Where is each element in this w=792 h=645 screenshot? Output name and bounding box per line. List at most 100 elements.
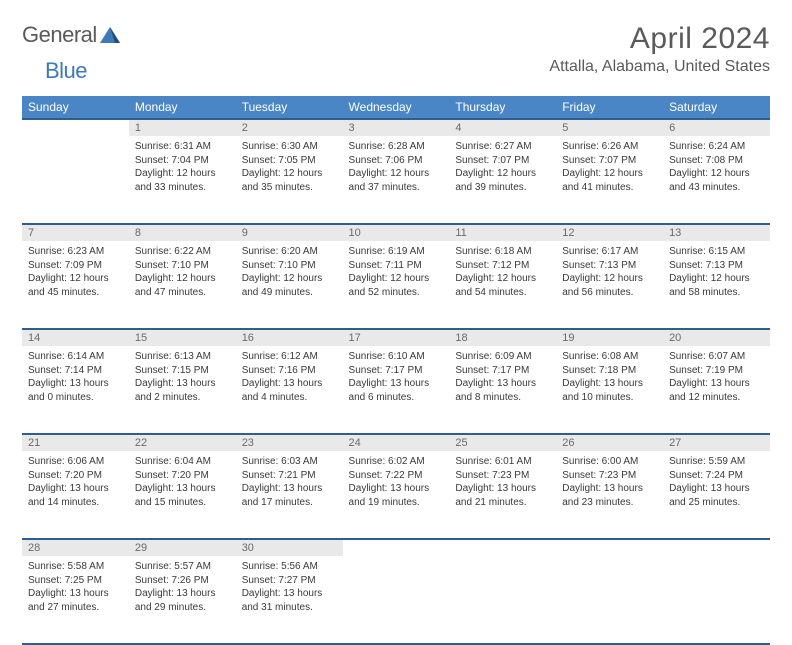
day-cell-body: Sunrise: 6:23 AMSunset: 7:09 PMDaylight:… <box>22 241 129 301</box>
weekday-header: Saturday <box>663 96 770 119</box>
day-number: 28 <box>22 539 129 556</box>
day-cell: Sunrise: 6:13 AMSunset: 7:15 PMDaylight:… <box>129 346 236 434</box>
daylight-text: Daylight: 12 hours and 52 minutes. <box>349 272 444 299</box>
day-number: 10 <box>343 224 450 241</box>
day-number <box>449 539 556 556</box>
daylight-text: Daylight: 12 hours and 37 minutes. <box>349 167 444 194</box>
day-number <box>556 539 663 556</box>
sunset-text: Sunset: 7:06 PM <box>349 154 444 168</box>
sunrise-text: Sunrise: 5:56 AM <box>242 560 337 574</box>
sunset-text: Sunset: 7:20 PM <box>28 469 123 483</box>
sunrise-text: Sunrise: 6:27 AM <box>455 140 550 154</box>
week-row: Sunrise: 5:58 AMSunset: 7:25 PMDaylight:… <box>22 556 770 644</box>
sunrise-text: Sunrise: 6:15 AM <box>669 245 764 259</box>
day-number: 12 <box>556 224 663 241</box>
daylight-text: Daylight: 13 hours and 25 minutes. <box>669 482 764 509</box>
day-number <box>343 539 450 556</box>
sunrise-text: Sunrise: 6:17 AM <box>562 245 657 259</box>
day-number: 29 <box>129 539 236 556</box>
day-cell: Sunrise: 6:01 AMSunset: 7:23 PMDaylight:… <box>449 451 556 539</box>
day-cell <box>343 556 450 644</box>
daynum-row: 14151617181920 <box>22 329 770 346</box>
sunrise-text: Sunrise: 6:22 AM <box>135 245 230 259</box>
day-cell-body: Sunrise: 6:02 AMSunset: 7:22 PMDaylight:… <box>343 451 450 511</box>
sunset-text: Sunset: 7:10 PM <box>135 259 230 273</box>
sunrise-text: Sunrise: 6:24 AM <box>669 140 764 154</box>
day-cell-body: Sunrise: 6:27 AMSunset: 7:07 PMDaylight:… <box>449 136 556 196</box>
sunrise-text: Sunrise: 5:57 AM <box>135 560 230 574</box>
day-cell-body: Sunrise: 6:17 AMSunset: 7:13 PMDaylight:… <box>556 241 663 301</box>
sunrise-text: Sunrise: 6:09 AM <box>455 350 550 364</box>
day-number: 8 <box>129 224 236 241</box>
weekday-header: Thursday <box>449 96 556 119</box>
calendar-body: 123456Sunrise: 6:31 AMSunset: 7:04 PMDay… <box>22 119 770 644</box>
sunset-text: Sunset: 7:10 PM <box>242 259 337 273</box>
day-cell: Sunrise: 6:28 AMSunset: 7:06 PMDaylight:… <box>343 136 450 224</box>
daynum-row: 282930 <box>22 539 770 556</box>
day-cell: Sunrise: 5:59 AMSunset: 7:24 PMDaylight:… <box>663 451 770 539</box>
sunrise-text: Sunrise: 6:06 AM <box>28 455 123 469</box>
weekday-header: Friday <box>556 96 663 119</box>
day-number: 2 <box>236 119 343 136</box>
day-cell: Sunrise: 6:02 AMSunset: 7:22 PMDaylight:… <box>343 451 450 539</box>
sunset-text: Sunset: 7:25 PM <box>28 574 123 588</box>
sunset-text: Sunset: 7:20 PM <box>135 469 230 483</box>
day-cell: Sunrise: 6:07 AMSunset: 7:19 PMDaylight:… <box>663 346 770 434</box>
sunrise-text: Sunrise: 6:14 AM <box>28 350 123 364</box>
day-cell-body: Sunrise: 6:09 AMSunset: 7:17 PMDaylight:… <box>449 346 556 406</box>
calendar: Sunday Monday Tuesday Wednesday Thursday… <box>22 96 770 645</box>
sunrise-text: Sunrise: 6:12 AM <box>242 350 337 364</box>
day-cell: Sunrise: 6:22 AMSunset: 7:10 PMDaylight:… <box>129 241 236 329</box>
day-number: 5 <box>556 119 663 136</box>
day-number: 26 <box>556 434 663 451</box>
day-number: 25 <box>449 434 556 451</box>
daylight-text: Daylight: 12 hours and 54 minutes. <box>455 272 550 299</box>
day-number: 9 <box>236 224 343 241</box>
sunset-text: Sunset: 7:22 PM <box>349 469 444 483</box>
day-cell: Sunrise: 6:26 AMSunset: 7:07 PMDaylight:… <box>556 136 663 224</box>
daylight-text: Daylight: 12 hours and 41 minutes. <box>562 167 657 194</box>
weekday-header: Sunday <box>22 96 129 119</box>
sunset-text: Sunset: 7:11 PM <box>349 259 444 273</box>
daylight-text: Daylight: 13 hours and 31 minutes. <box>242 587 337 614</box>
day-cell: Sunrise: 6:18 AMSunset: 7:12 PMDaylight:… <box>449 241 556 329</box>
sunset-text: Sunset: 7:21 PM <box>242 469 337 483</box>
sunrise-text: Sunrise: 6:04 AM <box>135 455 230 469</box>
sunset-text: Sunset: 7:14 PM <box>28 364 123 378</box>
day-number: 1 <box>129 119 236 136</box>
day-number: 4 <box>449 119 556 136</box>
day-number: 27 <box>663 434 770 451</box>
sunset-text: Sunset: 7:16 PM <box>242 364 337 378</box>
day-number: 30 <box>236 539 343 556</box>
daylight-text: Daylight: 12 hours and 33 minutes. <box>135 167 230 194</box>
day-number: 19 <box>556 329 663 346</box>
sunset-text: Sunset: 7:23 PM <box>562 469 657 483</box>
daylight-text: Daylight: 12 hours and 58 minutes. <box>669 272 764 299</box>
day-cell-body: Sunrise: 6:14 AMSunset: 7:14 PMDaylight:… <box>22 346 129 406</box>
day-cell-body: Sunrise: 5:59 AMSunset: 7:24 PMDaylight:… <box>663 451 770 511</box>
daylight-text: Daylight: 13 hours and 2 minutes. <box>135 377 230 404</box>
sunrise-text: Sunrise: 6:30 AM <box>242 140 337 154</box>
sunset-text: Sunset: 7:27 PM <box>242 574 337 588</box>
day-cell-body: Sunrise: 6:22 AMSunset: 7:10 PMDaylight:… <box>129 241 236 301</box>
day-cell <box>22 136 129 224</box>
day-number: 18 <box>449 329 556 346</box>
day-cell: Sunrise: 6:08 AMSunset: 7:18 PMDaylight:… <box>556 346 663 434</box>
day-number: 13 <box>663 224 770 241</box>
day-cell-body: Sunrise: 6:26 AMSunset: 7:07 PMDaylight:… <box>556 136 663 196</box>
week-row: Sunrise: 6:31 AMSunset: 7:04 PMDaylight:… <box>22 136 770 224</box>
sunrise-text: Sunrise: 5:59 AM <box>669 455 764 469</box>
sunset-text: Sunset: 7:26 PM <box>135 574 230 588</box>
day-number: 24 <box>343 434 450 451</box>
logo-text-blue: Blue <box>45 58 87 84</box>
day-number: 16 <box>236 329 343 346</box>
day-cell-body: Sunrise: 6:12 AMSunset: 7:16 PMDaylight:… <box>236 346 343 406</box>
page: General April 2024 Attalla, Alabama, Uni… <box>0 0 792 645</box>
sunrise-text: Sunrise: 6:00 AM <box>562 455 657 469</box>
week-row: Sunrise: 6:06 AMSunset: 7:20 PMDaylight:… <box>22 451 770 539</box>
sunrise-text: Sunrise: 6:23 AM <box>28 245 123 259</box>
day-cell-body: Sunrise: 6:03 AMSunset: 7:21 PMDaylight:… <box>236 451 343 511</box>
week-row: Sunrise: 6:23 AMSunset: 7:09 PMDaylight:… <box>22 241 770 329</box>
day-cell: Sunrise: 6:27 AMSunset: 7:07 PMDaylight:… <box>449 136 556 224</box>
day-number: 23 <box>236 434 343 451</box>
